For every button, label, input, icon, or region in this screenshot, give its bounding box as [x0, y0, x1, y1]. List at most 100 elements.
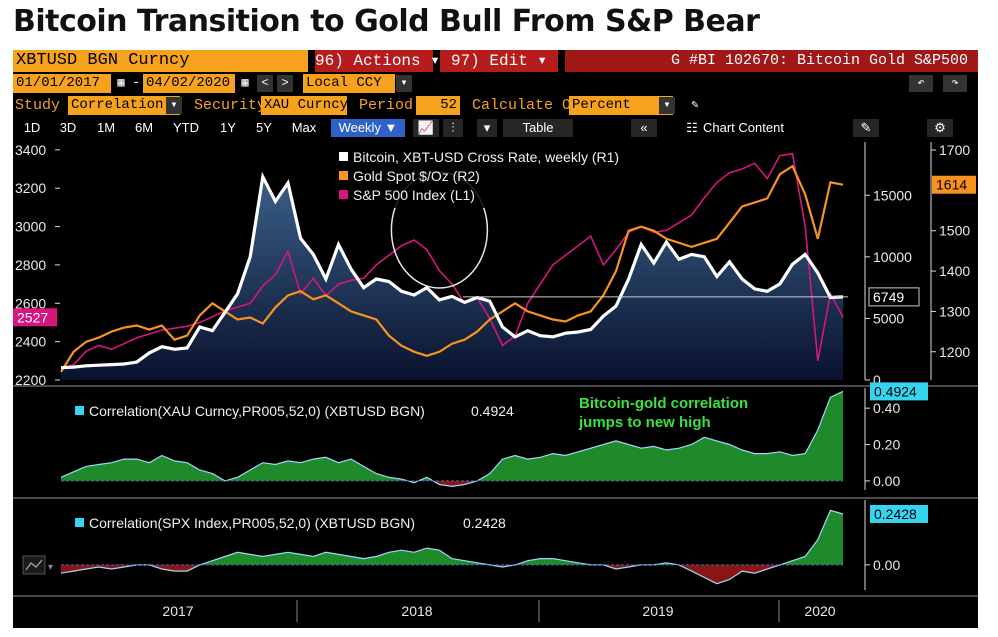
currency-select[interactable]: Local CCY [303, 74, 395, 93]
correlation-axis-label: 0.00 [873, 557, 900, 573]
chevron-down-icon[interactable]: ▾ [396, 75, 412, 92]
chart-title-bar: G #BI 102670: Bitcoin Gold S&P500 [565, 50, 978, 72]
correlation-last-value: 0.2428 [874, 506, 917, 522]
study-bar: Study Correlation ▾ Security XAU Curncy … [13, 96, 978, 116]
range-max[interactable]: Max [291, 120, 317, 135]
legend-box [331, 146, 686, 208]
table-button[interactable]: Table [503, 119, 573, 137]
left-axis-label: 2200 [15, 372, 46, 388]
legend-entry: Bitcoin, XBT-USD Cross Rate, weekly (R1) [353, 149, 619, 165]
chevron-down-icon[interactable]: ▾ [166, 97, 182, 114]
spx-last-value-bg [13, 308, 57, 327]
bitcoin-axis-label: 10000 [873, 249, 912, 265]
range-toolbar: 1D 3D 1M 6M YTD 1Y 5Y Max Weekly ▼ 📈 ⫶ ▾… [13, 118, 978, 138]
year-label: 2020 [804, 603, 835, 619]
bitcoin-axis-label: 5000 [873, 310, 904, 326]
correlation-title: Correlation(SPX Index,PR005,52,0) (XBTUS… [89, 515, 415, 531]
security-bar: XBTUSD BGN Curncy 96) Actions ▾ 97) Edit… [13, 50, 978, 72]
range-1m[interactable]: 1M [96, 120, 116, 135]
correlation-inline-value: 0.4924 [471, 403, 514, 419]
left-axis-label: 2400 [15, 334, 46, 350]
legend-swatch [339, 152, 348, 161]
study-select[interactable]: Correlation [68, 96, 180, 115]
range-1y[interactable]: 1Y [220, 120, 236, 135]
prev-arrow-icon[interactable]: < [257, 75, 273, 92]
start-date-field[interactable]: 01/01/2017 [13, 74, 111, 93]
bitcoin-last-value-border [868, 287, 920, 307]
correlation-line [60, 509, 844, 585]
gold-line [60, 164, 844, 373]
calendar-icon[interactable]: ▦ [237, 75, 253, 92]
redo-icon[interactable]: ↷ [943, 75, 967, 92]
gold-axis-label: 1700 [939, 142, 970, 158]
left-axis-label: 3400 [15, 142, 46, 158]
security-label: Security [194, 97, 267, 114]
gold-axis-label: 1500 [939, 223, 970, 239]
gold-axis-label: 1400 [939, 263, 970, 279]
bitcoin-last-value-bg [869, 287, 919, 306]
correlation-axis-label: 0.20 [873, 437, 900, 453]
left-axis-label: 2600 [15, 295, 46, 311]
security-input[interactable]: XAU Curncy [261, 96, 347, 115]
chart-content-icon[interactable]: ☷ [686, 120, 698, 135]
correlation-axis-label: 0.40 [873, 400, 900, 416]
chart-type-icon-glyph [25, 559, 43, 571]
left-axis-label: 3200 [15, 180, 46, 196]
calculate-select[interactable]: Percent [569, 96, 673, 115]
gear-icon[interactable]: ⚙ [927, 119, 953, 137]
bitcoin-axis-label: 15000 [873, 187, 912, 203]
undo-icon[interactable]: ↶ [909, 75, 933, 92]
study-label: Study [15, 97, 61, 114]
security-field[interactable]: XBTUSD BGN Curncy [13, 50, 308, 72]
chart-area: 3400320030002800260024002200150001000050… [13, 142, 978, 622]
correlation-swatch [75, 518, 84, 527]
bitcoin-line [60, 171, 844, 370]
chevron-down-icon[interactable]: ▾ [659, 97, 675, 114]
year-label: 2018 [401, 603, 432, 619]
calendar-icon[interactable]: ▦ [113, 75, 129, 92]
correlation-annotation: jumps to new high [578, 414, 711, 431]
range-5y[interactable]: 5Y [256, 120, 272, 135]
correlation-inline-value: 0.2428 [463, 515, 506, 531]
chart-content-button[interactable]: Chart Content [703, 120, 784, 135]
correlation-axis-label: 0.00 [873, 473, 900, 489]
correlation-area-positive [199, 510, 843, 565]
year-label: 2019 [642, 603, 673, 619]
pencil-icon[interactable]: ✎ [687, 97, 703, 114]
correlation-last-bg [870, 382, 928, 401]
range-ytd[interactable]: YTD [173, 120, 199, 135]
actions-menu[interactable]: 96) Actions ▾ [315, 50, 440, 72]
year-label: 2017 [162, 603, 193, 619]
chevron-down-icon: ▾ [48, 562, 53, 573]
chevron-down-icon[interactable]: ▾ [477, 119, 497, 137]
edit-menu[interactable]: 97) Edit ▾ [440, 50, 558, 72]
bar-chart-icon[interactable]: ⫶ [443, 119, 463, 137]
frequency-select[interactable]: Weekly ▼ [331, 119, 405, 137]
gold-last-value-bg [932, 175, 976, 194]
bloomberg-terminal: XBTUSD BGN Curncy 96) Actions ▾ 97) Edit… [13, 50, 978, 628]
bitcoin-last-value: 6749 [873, 289, 904, 305]
end-date-field[interactable]: 04/02/2020 [143, 74, 235, 93]
period-label: Period [359, 97, 414, 114]
gold-last-value: 1614 [936, 177, 967, 193]
next-arrow-icon[interactable]: > [277, 75, 293, 92]
correlation-last-value: 0.4924 [874, 383, 917, 399]
spx-line [60, 152, 844, 370]
period-input[interactable]: 52 [416, 96, 460, 115]
collapse-icon[interactable]: « [631, 119, 657, 137]
correlation-line [60, 390, 844, 488]
left-axis-label: 3000 [15, 219, 46, 235]
headline: Bitcoin Transition to Gold Bull From S&P… [13, 4, 760, 39]
range-3d[interactable]: 3D [59, 120, 77, 135]
correlation-swatch [75, 406, 84, 415]
legend-swatch [339, 190, 348, 199]
range-6m[interactable]: 6M [134, 120, 154, 135]
spx-last-value: 2527 [17, 309, 48, 325]
edit-chart-icon[interactable]: ✎ [853, 119, 879, 137]
line-chart-icon[interactable]: 📈 [413, 119, 439, 137]
correlation-title: Correlation(XAU Curncy,PR005,52,0) (XBTU… [89, 403, 425, 419]
gold-axis-label: 1300 [939, 303, 970, 319]
range-1d[interactable]: 1D [23, 120, 41, 135]
date-separator: - [132, 75, 141, 91]
legend-entry: Gold Spot $/Oz (R2) [353, 168, 480, 184]
